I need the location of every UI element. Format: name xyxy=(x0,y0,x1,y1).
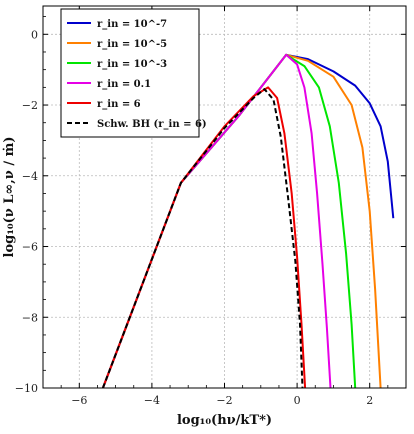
legend-entry-3: r_in = 0.1 xyxy=(97,79,151,90)
y-tick-label: 0 xyxy=(31,28,38,41)
x-tick-label: −2 xyxy=(216,394,232,407)
legend-box xyxy=(60,8,200,138)
legend-entry-4: r_in = 6 xyxy=(97,99,141,110)
y-axis-label: log₁₀(ν L∞,ν / ṁ) xyxy=(2,136,17,257)
x-tick-label: −4 xyxy=(144,394,160,407)
legend-entry-5: Schw. BH (r_in = 6) xyxy=(97,119,207,130)
y-tick-label: −6 xyxy=(22,241,38,254)
axis-ticks: −6 −4 −2 0 2 −10 −8 −6 −4 −2 0 xyxy=(15,6,407,407)
y-tick-label: −8 xyxy=(22,311,38,324)
legend-entry-2: r_in = 10^-3 xyxy=(97,59,167,70)
x-tick-label: −6 xyxy=(71,394,87,407)
y-tick-label: −2 xyxy=(22,99,38,112)
legend: r_in = 10^-7 r_in = 10^-5 r_in = 10^-3 r_in… xyxy=(60,8,207,138)
legend-entry-0: r_in = 10^-7 xyxy=(97,19,167,30)
x-tick-label: 0 xyxy=(294,394,301,407)
series-line-5 xyxy=(101,88,304,388)
series-group xyxy=(101,53,395,388)
x-axis-label: log₁₀(hν/kT*) xyxy=(177,413,272,428)
y-tick-label: −10 xyxy=(15,382,38,395)
series-line-3 xyxy=(101,53,332,388)
y-tick-label: −4 xyxy=(22,170,38,183)
x-tick-label: 2 xyxy=(366,394,373,407)
legend-entry-1: r_in = 10^-5 xyxy=(97,39,167,50)
